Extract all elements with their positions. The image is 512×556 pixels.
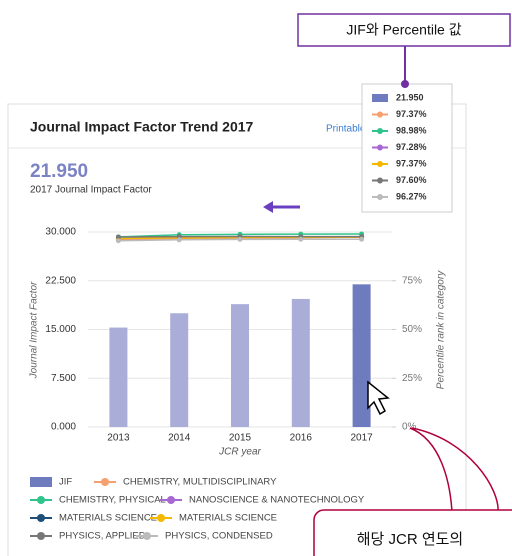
legend-swatch [143, 532, 151, 540]
bar [109, 327, 128, 427]
callout-curve [411, 427, 499, 513]
legend-label: PHYSICS, CONDENSED [165, 531, 273, 542]
chart-title: Journal Impact Factor Trend 2017 [30, 119, 254, 135]
legend-label: PHYSICS, APPLIED [59, 531, 146, 542]
y-tick-label: 30.000 [45, 227, 76, 238]
tooltip-value: 96.27% [396, 191, 427, 201]
legend-label: NANOSCIENCE & NANOTECHNOLOGY [189, 495, 365, 506]
callout-text: JIF와 Percentile 값 [346, 22, 461, 38]
x-tick-label: 2014 [168, 433, 191, 444]
y2-tick-label: 0% [402, 422, 417, 433]
callout-text: 해당 JCR 연도의 [357, 531, 464, 548]
legend-swatch [30, 477, 52, 487]
x-tick-label: 2016 [290, 433, 313, 444]
tooltip-swatch [377, 161, 383, 167]
y-tick-label: 0.000 [51, 422, 76, 433]
cursor [367, 380, 390, 416]
arrow-head [263, 201, 273, 213]
y-axis-label: Journal Impact Factor [29, 281, 40, 379]
legend-label: JIF [59, 477, 72, 488]
y2-axis-label: Percentile rank in category [436, 270, 447, 389]
tooltip-swatch [377, 111, 383, 118]
legend-swatch [37, 496, 45, 504]
printable-link[interactable]: Printable [326, 124, 366, 135]
point [237, 236, 243, 242]
callout-curve [409, 427, 453, 513]
x-tick-label: 2013 [107, 433, 130, 444]
y-tick-label: 7.500 [51, 373, 76, 384]
y2-tick-label: 25% [402, 373, 422, 384]
tooltip-value: 97.37% [396, 158, 427, 168]
bar [231, 304, 249, 427]
legend-swatch [101, 478, 109, 486]
legend-label: CHEMISTRY, PHYSICAL [59, 495, 166, 506]
callout-dot [401, 80, 409, 88]
y2-tick-label: 75% [402, 275, 422, 286]
legend-label: MATERIALS SCIENCE [59, 513, 157, 524]
legend-swatch [157, 514, 165, 522]
tooltip-value: 98.98% [396, 125, 427, 135]
y-tick-label: 22.500 [45, 275, 76, 286]
point [298, 236, 304, 242]
callout-box [313, 509, 512, 556]
tooltip-value: 97.28% [396, 142, 427, 152]
legend-swatch [37, 514, 45, 522]
tooltip-swatch [377, 177, 383, 184]
tooltip-value: 97.37% [396, 109, 427, 119]
bar [291, 298, 310, 427]
y2-tick-label: 50% [402, 324, 422, 335]
tooltip-swatch [372, 94, 388, 102]
tooltip-swatch [377, 144, 383, 151]
y-tick-label: 15.000 [45, 324, 76, 335]
tooltip-value: 21.950 [396, 92, 424, 102]
legend-swatch [37, 532, 45, 540]
tooltip-value: 97.60% [396, 175, 427, 185]
bar [352, 284, 371, 427]
point [359, 236, 365, 242]
x-axis-label: JCR year [218, 447, 261, 458]
x-tick-label: 2015 [229, 433, 252, 444]
point [115, 234, 121, 240]
legend-swatch [167, 496, 175, 504]
headline-label: 2017 Journal Impact Factor [30, 185, 152, 196]
tooltip-swatch [377, 128, 383, 134]
x-tick-label: 2017 [350, 433, 373, 444]
legend-label: CHEMISTRY, MULTIDISCIPLINARY [123, 477, 277, 488]
callout-box [297, 13, 511, 47]
bar [170, 313, 189, 427]
point [115, 238, 121, 244]
legend-label: MATERIALS SCIENCE [179, 513, 277, 524]
tooltip-swatch [377, 194, 383, 200]
headline-value: 21.950 [30, 161, 88, 182]
point [176, 237, 182, 243]
tooltip [361, 83, 453, 213]
